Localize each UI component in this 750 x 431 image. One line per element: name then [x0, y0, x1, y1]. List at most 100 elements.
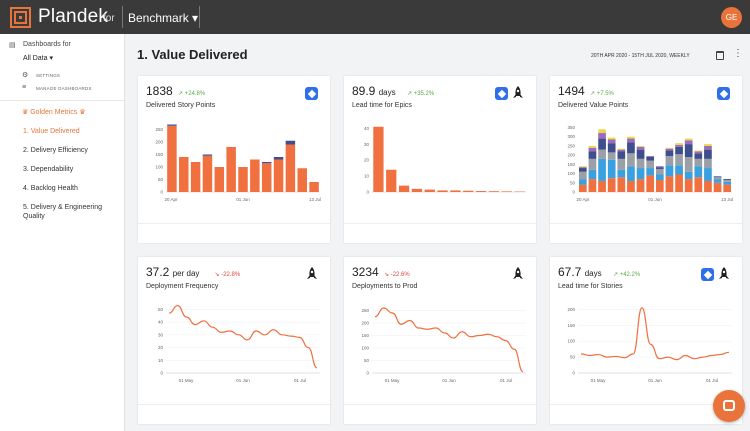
date-range-select[interactable]: 20TH APR 2020 - 15TH JUL 2020, WEEKLY [591, 53, 690, 59]
bar [607, 143, 616, 153]
bar [684, 171, 693, 180]
series-line [580, 307, 730, 361]
metric-card[interactable]: 0 50 100 150 200 250 01 May 01 Jun 01 Jul 3234 ↘ … [344, 257, 536, 424]
bar [588, 147, 597, 152]
bar [463, 190, 474, 192]
metric-delta: ↗ +35.2% [407, 90, 434, 97]
dashboard-select[interactable]: Benchmark ▾ [128, 11, 199, 25]
y-tick-label: 0 [366, 190, 369, 195]
plandek-logo-icon [10, 7, 31, 28]
bar [713, 182, 722, 192]
bar [373, 126, 384, 192]
bar [588, 169, 597, 180]
series-line [374, 307, 524, 373]
sidebar-item-value-delivered[interactable]: 1. Value Delivered [23, 128, 80, 135]
bar [694, 177, 703, 192]
sidebar-item-backlog-health[interactable]: 4. Backlog Health [23, 185, 78, 192]
sidebar-item-delivery-quality[interactable]: 5. Delivery & Engineering Quality [23, 204, 102, 220]
bar [627, 166, 635, 181]
y-tick-label: 150 [155, 152, 163, 157]
bar [627, 136, 635, 139]
y-tick-label: 50 [570, 355, 576, 360]
metric-value: 1838 [146, 84, 173, 98]
bar [214, 167, 225, 192]
bar [627, 138, 635, 143]
scope-select[interactable]: All Data ▾ [23, 55, 53, 62]
delta-value: -22.6% [390, 272, 410, 278]
metric-card[interactable]: 0 50 100 150 200 01 May 01 Jun 01 Jul 67.7 days ↗… [550, 257, 742, 424]
metric-value-wrap: 67.7 days [558, 265, 602, 279]
y-tick-label: 40 [364, 126, 370, 131]
bar [607, 152, 616, 160]
bar [704, 144, 712, 146]
bar [588, 158, 597, 170]
y-tick-label: 350 [567, 125, 575, 130]
chat-button[interactable] [713, 390, 745, 422]
bar [273, 157, 284, 160]
bar [607, 139, 616, 144]
metric-value: 3234 [352, 265, 379, 279]
bar [675, 143, 683, 146]
sidebar-item-delivery-efficiency[interactable]: 2. Delivery Efficiency [23, 147, 88, 154]
bar [588, 179, 597, 192]
x-tick-label: 01 Jun [236, 378, 250, 383]
metric-value: 1494 [558, 84, 585, 98]
metric-name: Lead time for Stories [558, 283, 623, 290]
bar [598, 133, 606, 139]
manage-icon: ≡ [22, 84, 27, 91]
y-tick-label: 0 [572, 190, 575, 195]
y-tick-label: 100 [567, 171, 575, 176]
bar [704, 145, 712, 150]
metric-card[interactable]: 0 50 100 150 200 250 300 350 20 Apr 01 Jun 13 Jul 1… [550, 76, 742, 243]
y-tick-label: 50 [158, 307, 164, 312]
bar [578, 167, 587, 169]
metric-card[interactable]: 0 50 100 150 200 250 20 Apr 01 Jun 13 Jul 1838 ↗ … [138, 76, 330, 243]
manage-dashboards-link[interactable]: MANAGE DASHBOARDS [36, 86, 92, 91]
metric-card[interactable]: 0 10 20 30 40 89.9 days ↗ +35.2% Lead time for … [344, 76, 536, 243]
trend-icon: ↗ [407, 91, 413, 97]
bar [450, 190, 461, 192]
delta-value: +24.8% [184, 91, 206, 97]
bar [646, 156, 655, 157]
more-options-icon[interactable]: ⋮ [733, 48, 743, 59]
card-footer [344, 404, 536, 424]
bar [627, 142, 635, 154]
x-tick-label: 13 Jul [721, 197, 733, 202]
bar [694, 166, 703, 178]
trend-icon: ↗ [590, 91, 596, 97]
metric-delta: ↗ +42.2% [613, 271, 640, 278]
bar [238, 167, 248, 192]
jira-icon [305, 87, 318, 100]
metric-value-wrap: 37.2 per day [146, 265, 199, 279]
bar [646, 160, 655, 169]
rocket-icon [307, 267, 317, 279]
x-tick-label: 20 Apr [576, 197, 590, 202]
bar [704, 158, 712, 169]
bar [617, 151, 626, 159]
chart-svg: 0 50 100 150 200 250 300 350 20 Apr 01 Jun 13 Jul [567, 125, 733, 202]
calendar-icon[interactable] [716, 51, 724, 60]
metric-value: 89.9 [352, 84, 376, 98]
bar [578, 168, 587, 172]
metric-name: Delivered Value Points [558, 102, 629, 109]
bar [501, 191, 512, 192]
user-avatar[interactable]: GE [721, 7, 742, 28]
bar [588, 151, 597, 159]
chart-svg: 0 50 100 150 200 250 20 Apr 01 Jun 13 Jul [155, 124, 321, 202]
bar [636, 168, 645, 180]
rocket-icon [719, 267, 729, 279]
metric-name: Delivered Story Points [146, 102, 216, 109]
page-title: 1. Value Delivered [137, 47, 248, 62]
y-tick-label: 50 [570, 180, 576, 185]
delta-value: +42.2% [619, 272, 641, 278]
bar [636, 179, 645, 192]
bar [675, 165, 683, 175]
settings-link[interactable]: SETTINGS [36, 73, 61, 78]
metric-card[interactable]: 0 10 20 30 40 50 01 May 01 Jun 01 Jul 37.2 per da… [138, 257, 330, 424]
x-tick-label: 01 May [591, 378, 607, 383]
trend-icon: ↗ [613, 272, 619, 278]
top-bar: Plandek for Benchmark ▾ GE [0, 0, 750, 34]
y-tick-label: 200 [361, 321, 369, 326]
bar [713, 176, 722, 178]
sidebar-item-dependability[interactable]: 3. Dependability [23, 166, 74, 173]
